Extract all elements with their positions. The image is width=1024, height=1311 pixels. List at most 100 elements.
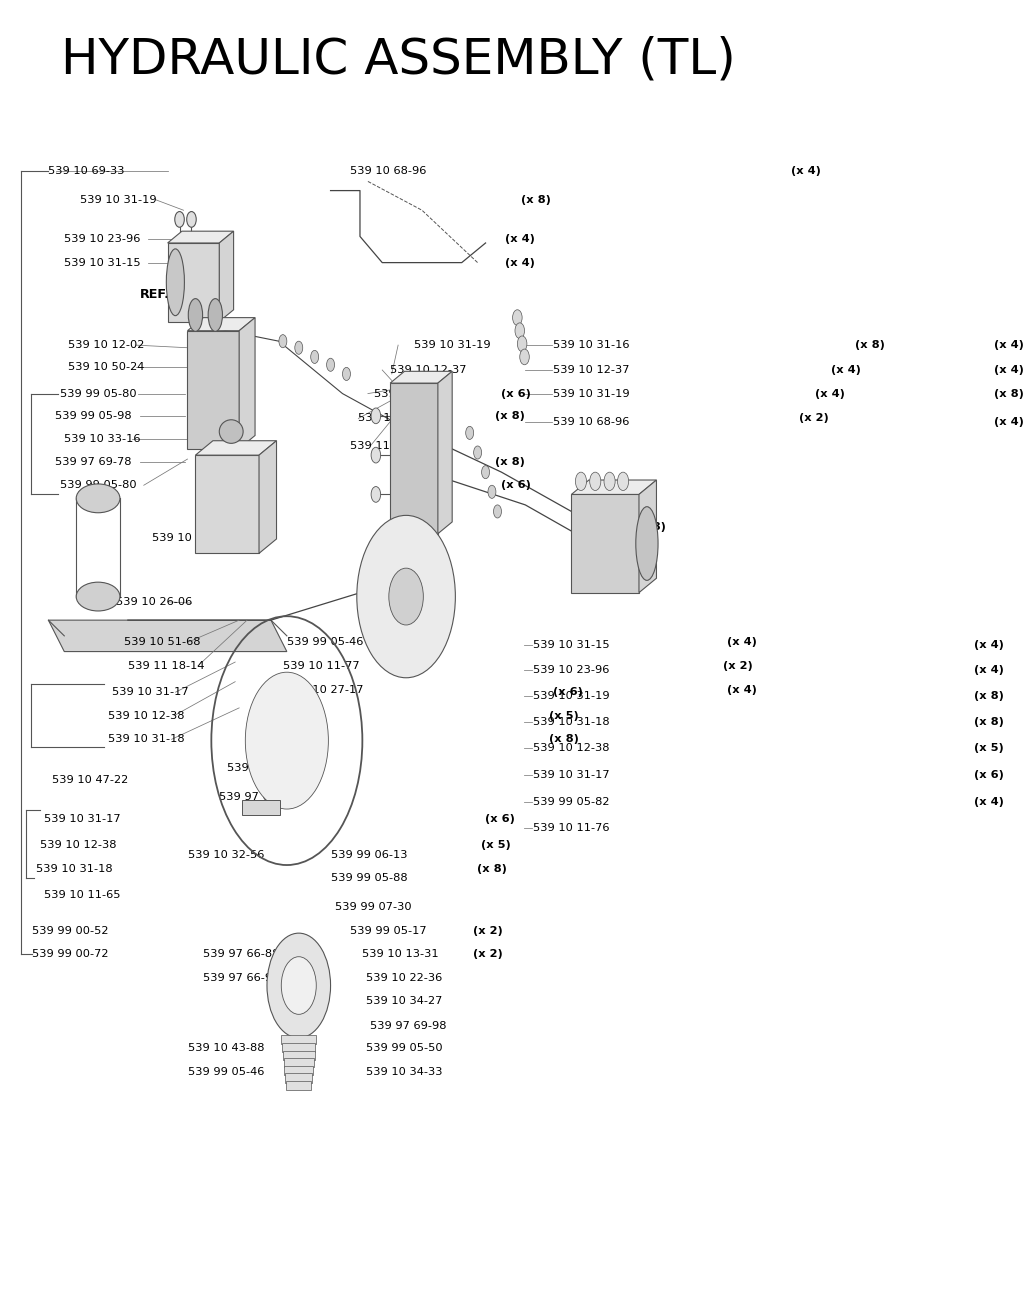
Text: 539 10 68-96: 539 10 68-96 bbox=[553, 417, 633, 427]
Text: (x 6): (x 6) bbox=[553, 687, 583, 697]
Text: 539 99 06-13: 539 99 06-13 bbox=[331, 850, 408, 860]
Circle shape bbox=[513, 309, 522, 325]
Text: 539 10 23-96: 539 10 23-96 bbox=[534, 665, 613, 675]
Text: 539 10 31-19: 539 10 31-19 bbox=[414, 340, 495, 350]
Bar bbox=[286, 1082, 311, 1091]
Text: (x 8): (x 8) bbox=[496, 456, 525, 467]
Text: (x 8): (x 8) bbox=[974, 691, 1004, 701]
Text: (x 5): (x 5) bbox=[481, 840, 511, 851]
Text: 539 99 00-72: 539 99 00-72 bbox=[33, 949, 113, 960]
Text: 539 10 31-16: 539 10 31-16 bbox=[553, 340, 633, 350]
Text: 539 10 31-18: 539 10 31-18 bbox=[196, 522, 275, 532]
Text: 539 11 18-14: 539 11 18-14 bbox=[128, 661, 205, 671]
Text: 539 10 12-38: 539 10 12-38 bbox=[534, 743, 613, 754]
Text: (x 5): (x 5) bbox=[974, 743, 1004, 754]
Circle shape bbox=[371, 408, 381, 423]
Circle shape bbox=[356, 515, 456, 678]
Circle shape bbox=[590, 472, 601, 490]
Text: 539 10 12-37: 539 10 12-37 bbox=[553, 364, 633, 375]
Circle shape bbox=[488, 485, 496, 498]
Text: 539 10 31-18: 539 10 31-18 bbox=[108, 734, 188, 745]
Polygon shape bbox=[438, 371, 453, 534]
Text: 539 10 31-15: 539 10 31-15 bbox=[534, 640, 613, 650]
Text: 539 10 34-33: 539 10 34-33 bbox=[367, 1067, 442, 1076]
Text: 539 10 33-16: 539 10 33-16 bbox=[65, 434, 140, 444]
Circle shape bbox=[282, 957, 316, 1015]
Text: (x 4): (x 4) bbox=[727, 684, 758, 695]
Text: (x 2): (x 2) bbox=[799, 413, 828, 423]
Text: 539 10 31-15: 539 10 31-15 bbox=[65, 258, 144, 267]
Circle shape bbox=[517, 336, 527, 351]
Polygon shape bbox=[390, 371, 453, 383]
Text: 539 10 12-38: 539 10 12-38 bbox=[108, 711, 188, 721]
Polygon shape bbox=[571, 480, 656, 494]
Text: (x 4): (x 4) bbox=[505, 235, 535, 244]
Text: 539 99 05-98: 539 99 05-98 bbox=[54, 410, 135, 421]
Text: 539 10 12-38: 539 10 12-38 bbox=[40, 840, 121, 851]
Circle shape bbox=[575, 472, 587, 490]
Circle shape bbox=[246, 673, 329, 809]
Text: 539 97 66-88: 539 97 66-88 bbox=[204, 949, 280, 960]
Text: 539 10 51-68: 539 10 51-68 bbox=[124, 637, 201, 648]
Text: 539 11 08-37: 539 11 08-37 bbox=[350, 440, 427, 451]
Text: 539 10 31-19: 539 10 31-19 bbox=[534, 691, 613, 701]
Text: 539 10 31-18: 539 10 31-18 bbox=[37, 864, 117, 874]
Text: 539 99 05-88: 539 99 05-88 bbox=[331, 873, 408, 884]
Polygon shape bbox=[187, 317, 255, 330]
Circle shape bbox=[371, 447, 381, 463]
Text: 539 10 27-17: 539 10 27-17 bbox=[287, 684, 367, 695]
Circle shape bbox=[515, 323, 524, 338]
Text: 539 10 32-56: 539 10 32-56 bbox=[188, 850, 264, 860]
Text: 539 10 11-77: 539 10 11-77 bbox=[283, 661, 364, 671]
Circle shape bbox=[520, 349, 529, 364]
Text: 539 99 05-50: 539 99 05-50 bbox=[367, 1044, 443, 1053]
Text: 539 10 34-27: 539 10 34-27 bbox=[367, 996, 442, 1007]
Text: (x 4): (x 4) bbox=[993, 364, 1024, 375]
Text: 539 10 11-65: 539 10 11-65 bbox=[44, 890, 121, 901]
Text: (x 4): (x 4) bbox=[974, 640, 1004, 650]
Text: (x 8): (x 8) bbox=[521, 195, 551, 205]
Text: 539 11 26-71: 539 11 26-71 bbox=[358, 413, 438, 423]
Text: 539 10 31-16: 539 10 31-16 bbox=[375, 388, 455, 399]
Text: (x 4): (x 4) bbox=[830, 364, 861, 375]
Text: (x 6): (x 6) bbox=[974, 770, 1004, 780]
Circle shape bbox=[327, 358, 335, 371]
Text: (x 4): (x 4) bbox=[974, 665, 1004, 675]
Text: 539 99 05-46: 539 99 05-46 bbox=[287, 637, 367, 648]
Text: (x 8): (x 8) bbox=[636, 522, 666, 532]
Bar bbox=[571, 494, 639, 593]
Text: (x 4): (x 4) bbox=[727, 637, 758, 648]
Polygon shape bbox=[168, 231, 233, 243]
Text: 539 10 31-17: 539 10 31-17 bbox=[112, 687, 193, 697]
Text: 539 99 00-52: 539 99 00-52 bbox=[33, 926, 113, 936]
Text: 539 10 26-06: 539 10 26-06 bbox=[116, 597, 193, 607]
Text: 539 99 05-46: 539 99 05-46 bbox=[188, 1067, 264, 1076]
Circle shape bbox=[474, 446, 481, 459]
Bar bbox=[286, 1074, 312, 1083]
Text: (x 8): (x 8) bbox=[592, 532, 623, 543]
Text: 539 10 12-02: 539 10 12-02 bbox=[69, 340, 144, 350]
Circle shape bbox=[267, 933, 331, 1038]
Ellipse shape bbox=[219, 420, 243, 443]
Text: 539 10 31-18: 539 10 31-18 bbox=[152, 532, 232, 543]
Text: (x 4): (x 4) bbox=[993, 417, 1024, 427]
Circle shape bbox=[481, 465, 489, 479]
Ellipse shape bbox=[636, 506, 658, 581]
Text: 539 10 13-31: 539 10 13-31 bbox=[362, 949, 439, 960]
Text: 539 10 31-17: 539 10 31-17 bbox=[534, 770, 613, 780]
Text: 539 10 11-76: 539 10 11-76 bbox=[534, 823, 609, 834]
Polygon shape bbox=[48, 620, 287, 652]
Text: 539 10 23-96: 539 10 23-96 bbox=[65, 235, 144, 244]
Text: (x 4): (x 4) bbox=[505, 258, 535, 267]
Text: (x 8): (x 8) bbox=[974, 717, 1004, 728]
Ellipse shape bbox=[188, 299, 203, 332]
Circle shape bbox=[389, 568, 423, 625]
Text: (x 2): (x 2) bbox=[724, 661, 754, 671]
Polygon shape bbox=[639, 480, 656, 593]
Text: 539 99 05-80: 539 99 05-80 bbox=[60, 388, 140, 399]
Circle shape bbox=[279, 334, 287, 347]
Text: REF.: REF. bbox=[580, 565, 609, 578]
Bar bbox=[242, 800, 280, 815]
Text: 539 10 43-88: 539 10 43-88 bbox=[188, 1044, 265, 1053]
Text: 539 10 68-87: 539 10 68-87 bbox=[227, 763, 304, 773]
